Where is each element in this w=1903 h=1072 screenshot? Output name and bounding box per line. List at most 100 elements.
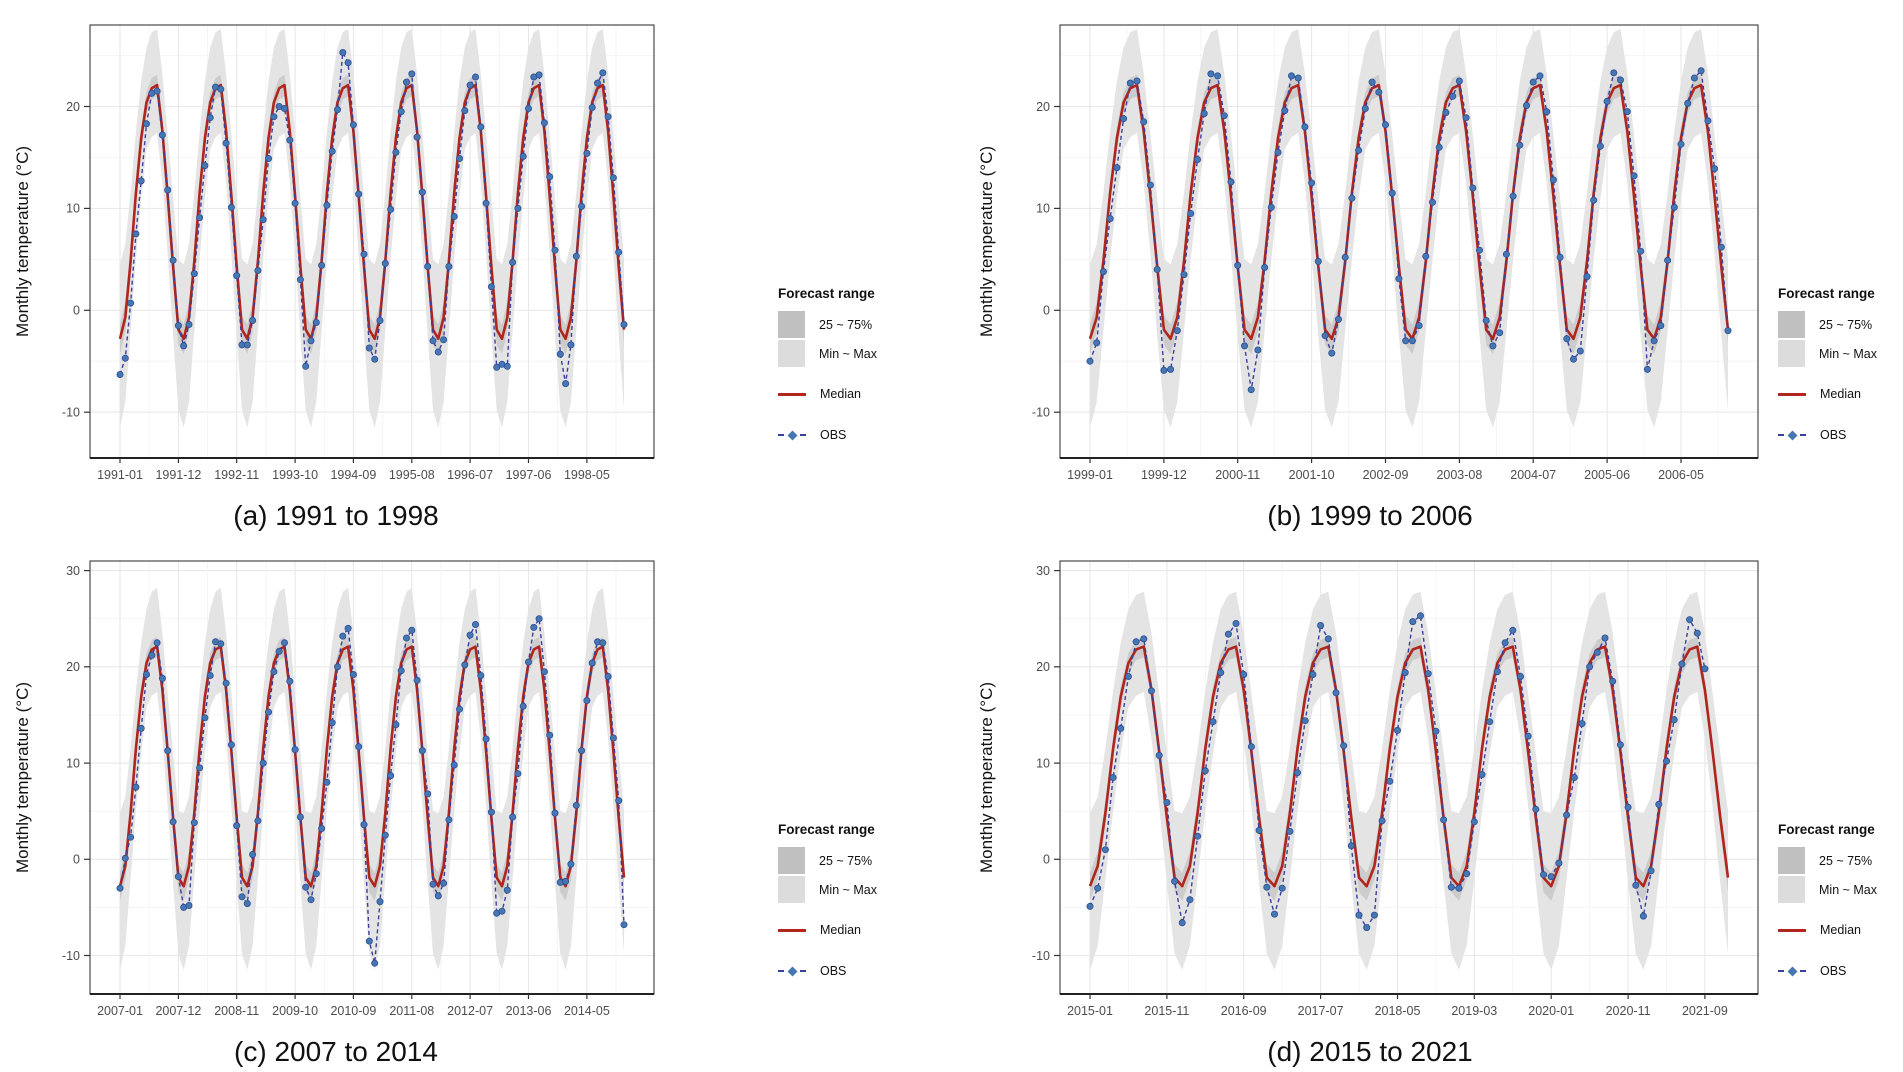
plot-area-a: 1991-01 1991-12 1992-11 1993-10 1994-09 1995-… xyxy=(6,13,666,536)
svg-text:20: 20 xyxy=(1036,100,1050,114)
legend-title: Forecast range xyxy=(1778,286,1875,301)
svg-text:2014-05: 2014-05 xyxy=(564,1004,610,1018)
svg-text:10: 10 xyxy=(1036,202,1050,216)
legend-item-obs: OBS xyxy=(778,420,877,450)
svg-text:1993-10: 1993-10 xyxy=(272,468,318,482)
svg-text:Monthly temperature (°C): Monthly temperature (°C) xyxy=(13,146,32,337)
legend-item-label: 25 ~ 75% xyxy=(819,317,873,332)
median-line-swatch xyxy=(778,392,806,396)
legend-item-obs: OBS xyxy=(1778,420,1877,450)
svg-text:2007-12: 2007-12 xyxy=(155,1004,201,1018)
svg-text:30: 30 xyxy=(1036,564,1050,578)
svg-text:20: 20 xyxy=(66,660,80,674)
svg-text:1991-12: 1991-12 xyxy=(155,468,201,482)
svg-text:2007-01: 2007-01 xyxy=(97,1004,143,1018)
legend-item-minmax: Min ~ Max xyxy=(778,339,877,368)
minmax-band-swatch xyxy=(1778,876,1805,903)
figure-c: 2007-01 2007-12 2008-11 2009-10 2010-09 2011-… xyxy=(0,536,900,1072)
obs-dash-icon xyxy=(800,969,806,973)
legend-c: Forecast range 25 ~ 75% Min ~ Max Median… xyxy=(778,822,877,986)
legend-item-label: 25 ~ 75% xyxy=(1819,317,1873,332)
obs-dash-icon xyxy=(778,969,784,973)
obs-dash-icon xyxy=(1778,433,1784,437)
svg-text:2011-08: 2011-08 xyxy=(389,1004,434,1018)
svg-text:0: 0 xyxy=(1043,853,1050,867)
svg-text:2003-08: 2003-08 xyxy=(1436,468,1482,482)
svg-text:2001-10: 2001-10 xyxy=(1289,468,1335,482)
legend-item-label: Min ~ Max xyxy=(819,346,878,361)
svg-text:Monthly temperature (°C): Monthly temperature (°C) xyxy=(977,146,996,337)
svg-text:Monthly temperature (°C): Monthly temperature (°C) xyxy=(13,682,32,873)
svg-text:2002-09: 2002-09 xyxy=(1363,468,1409,482)
plot-area-d: 2015-01 2015-11 2016-09 2017-07 2018-05 2019-… xyxy=(970,549,1770,1072)
svg-text:2020-01: 2020-01 xyxy=(1528,1004,1574,1018)
svg-text:10: 10 xyxy=(66,202,80,216)
obs-marker-swatch xyxy=(1778,430,1806,440)
svg-text:20: 20 xyxy=(1036,660,1050,674)
svg-text:2015-11: 2015-11 xyxy=(1144,1004,1189,1018)
chart-d: 2015-01 2015-11 2016-09 2017-07 2018-05 2019-… xyxy=(977,560,1759,1018)
obs-diamond-icon xyxy=(1787,430,1797,440)
figure-d: 2015-01 2015-11 2016-09 2017-07 2018-05 2019-… xyxy=(900,536,1903,1072)
svg-text:2016-09: 2016-09 xyxy=(1221,1004,1267,1018)
svg-text:2006-05: 2006-05 xyxy=(1658,468,1704,482)
svg-text:1996-07: 1996-07 xyxy=(447,468,493,482)
legend-item-label: 25 ~ 75% xyxy=(1819,853,1873,868)
legend-item-label: Median xyxy=(820,387,861,401)
svg-text:2012-07: 2012-07 xyxy=(447,1004,493,1018)
legend-item-iqr: 25 ~ 75% xyxy=(778,310,877,339)
obs-dash-icon xyxy=(800,433,806,437)
obs-diamond-icon xyxy=(787,430,797,440)
svg-text:2017-07: 2017-07 xyxy=(1298,1004,1344,1018)
legend-item-iqr: 25 ~ 75% xyxy=(1778,310,1877,339)
obs-dash-icon xyxy=(1800,969,1806,973)
obs-marker-swatch xyxy=(778,966,806,976)
svg-text:2021-09: 2021-09 xyxy=(1682,1004,1728,1018)
iqr-band-swatch xyxy=(778,311,805,338)
svg-text:Monthly temperature (°C): Monthly temperature (°C) xyxy=(977,682,996,873)
median-line-swatch xyxy=(1778,392,1806,396)
legend-item-obs: OBS xyxy=(778,956,877,986)
svg-text:2010-09: 2010-09 xyxy=(330,1004,376,1018)
iqr-band-swatch xyxy=(778,847,805,874)
chart-b: 1999-01 1999-12 2000-11 2001-10 2002-09 2003-… xyxy=(977,24,1759,482)
obs-marker-swatch xyxy=(1778,966,1806,976)
svg-text:1998-05: 1998-05 xyxy=(564,468,610,482)
caption-c: (c) 2007 to 2014 xyxy=(234,1036,438,1067)
caption-b: (b) 1999 to 2006 xyxy=(1267,500,1473,531)
svg-text:1995-08: 1995-08 xyxy=(389,468,435,482)
legend-item-minmax: Min ~ Max xyxy=(1778,875,1877,904)
svg-text:0: 0 xyxy=(73,853,80,867)
legend-item-median: Median xyxy=(1778,915,1877,945)
obs-diamond-icon xyxy=(1787,966,1797,976)
legend-item-label: Min ~ Max xyxy=(819,882,878,897)
minmax-band-swatch xyxy=(778,340,805,367)
chart-c: 2007-01 2007-12 2008-11 2009-10 2010-09 2011-… xyxy=(13,560,655,1018)
obs-dash-icon xyxy=(778,433,784,437)
svg-text:1994-09: 1994-09 xyxy=(330,468,376,482)
svg-text:30: 30 xyxy=(66,564,80,578)
plot-area-c: 2007-01 2007-12 2008-11 2009-10 2010-09 2011-… xyxy=(6,549,666,1072)
median-line-swatch xyxy=(1778,928,1806,932)
legend-b: Forecast range 25 ~ 75% Min ~ Max Median… xyxy=(1778,286,1877,450)
obs-dash-icon xyxy=(1800,433,1806,437)
legend-item-label: OBS xyxy=(820,964,847,978)
legend-item-iqr: 25 ~ 75% xyxy=(778,846,877,875)
minmax-band-swatch xyxy=(778,876,805,903)
legend-item-label: Median xyxy=(1820,387,1861,401)
legend-item-iqr: 25 ~ 75% xyxy=(1778,846,1877,875)
legend-item-median: Median xyxy=(778,379,877,409)
svg-text:1999-01: 1999-01 xyxy=(1067,468,1113,482)
svg-text:2004-07: 2004-07 xyxy=(1510,468,1556,482)
legend-item-minmax: Min ~ Max xyxy=(778,875,877,904)
legend-item-median: Median xyxy=(1778,379,1877,409)
legend-item-label: Median xyxy=(820,923,861,937)
legend-d: Forecast range 25 ~ 75% Min ~ Max Median… xyxy=(1778,822,1877,986)
figure-b: 1999-01 1999-12 2000-11 2001-10 2002-09 2003-… xyxy=(900,0,1903,536)
svg-text:2005-06: 2005-06 xyxy=(1584,468,1630,482)
legend-item-label: Min ~ Max xyxy=(1819,882,1878,897)
svg-text:2020-11: 2020-11 xyxy=(1606,1004,1651,1018)
iqr-band-swatch xyxy=(1778,847,1805,874)
obs-diamond-icon xyxy=(787,966,797,976)
